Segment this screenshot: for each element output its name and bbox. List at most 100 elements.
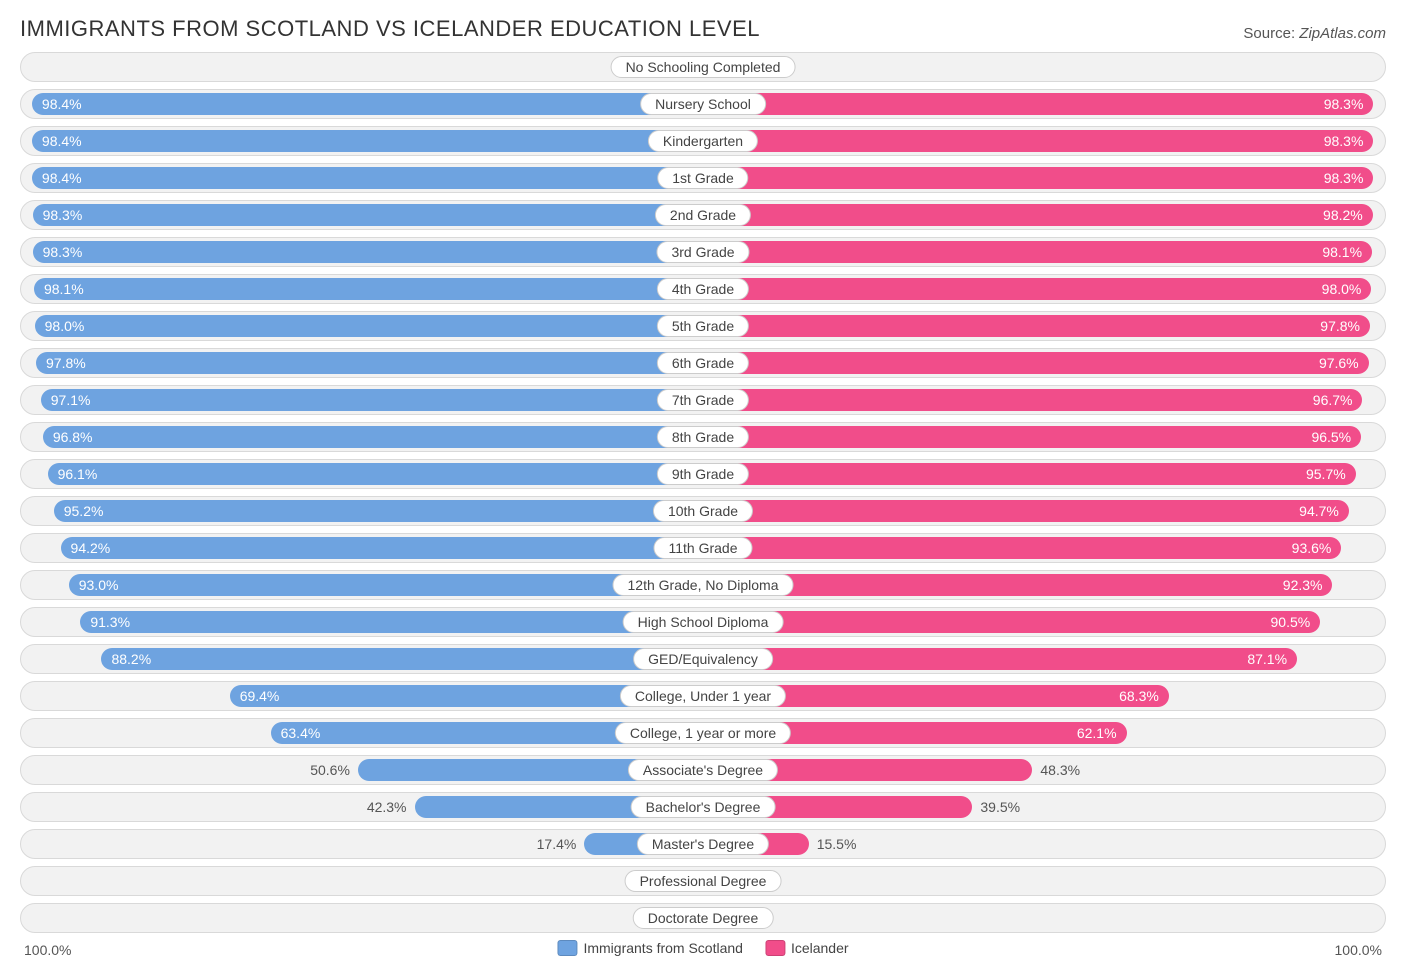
category-label: 8th Grade	[657, 426, 749, 448]
bar-right	[703, 93, 1373, 115]
bar-value-right: 15.5%	[817, 836, 857, 852]
bar-value-right: 95.7%	[1306, 466, 1346, 482]
bar-value-left: 96.1%	[58, 466, 98, 482]
bar-value-left: 17.4%	[537, 836, 577, 852]
bar-value-left: 98.4%	[42, 96, 82, 112]
category-label: 10th Grade	[653, 500, 753, 522]
bar-left	[33, 204, 703, 226]
chart-row: 97.8%97.6%6th Grade	[20, 348, 1386, 378]
bar-value-left: 95.2%	[64, 503, 104, 519]
chart-row: 1.6%1.7%No Schooling Completed	[20, 52, 1386, 82]
bar-value-left: 98.4%	[42, 170, 82, 186]
bar-right	[703, 130, 1373, 152]
bar-left	[34, 278, 703, 300]
legend-label-icelander: Icelander	[791, 940, 849, 956]
category-label: GED/Equivalency	[633, 648, 773, 670]
category-label: High School Diploma	[623, 611, 784, 633]
bar-value-left: 42.3%	[367, 799, 407, 815]
chart-row: 42.3%39.5%Bachelor's Degree	[20, 792, 1386, 822]
bar-value-right: 87.1%	[1247, 651, 1287, 667]
bar-value-right: 92.3%	[1283, 577, 1323, 593]
category-label: Kindergarten	[648, 130, 758, 152]
bar-value-left: 98.4%	[42, 133, 82, 149]
chart-row: 95.2% 94.7% 10th Grade	[20, 496, 1386, 526]
source-value: ZipAtlas.com	[1299, 25, 1386, 42]
bar-right	[703, 426, 1361, 448]
chart-row: 96.1%95.7%9th Grade	[20, 459, 1386, 489]
bar-value-left: 63.4%	[281, 725, 321, 741]
page-title: IMMIGRANTS FROM SCOTLAND VS ICELANDER ED…	[20, 16, 760, 42]
source-credit: Source: ZipAtlas.com	[1243, 25, 1386, 42]
chart-row: 93.0%92.3%12th Grade, No Diploma	[20, 570, 1386, 600]
bar-left	[69, 574, 703, 596]
bar-right	[703, 278, 1371, 300]
bar-right	[703, 315, 1370, 337]
bar-value-right: 97.6%	[1319, 355, 1359, 371]
category-label: 6th Grade	[657, 352, 749, 374]
bar-value-left: 93.0%	[79, 577, 119, 593]
chart-row: 97.1% 96.7% 7th Grade	[20, 385, 1386, 415]
chart-row: 88.2% 87.1% GED/Equivalency	[20, 644, 1386, 674]
category-label: 1st Grade	[657, 167, 748, 189]
legend-item-icelander: Icelander	[765, 940, 849, 956]
category-label: Professional Degree	[625, 870, 782, 892]
chart-row: 98.4%98.3%1st Grade	[20, 163, 1386, 193]
category-label: 4th Grade	[657, 278, 749, 300]
bar-value-left: 88.2%	[111, 651, 151, 667]
chart-row: 98.3% 98.1% 3rd Grade	[20, 237, 1386, 267]
chart-row: 98.3%98.2%2nd Grade	[20, 200, 1386, 230]
bar-left	[54, 500, 703, 522]
category-label: 11th Grade	[653, 537, 752, 559]
bar-value-right: 96.7%	[1313, 392, 1353, 408]
chart-row: 98.0% 97.8% 5th Grade	[20, 311, 1386, 341]
bar-right	[703, 648, 1297, 670]
bar-right	[703, 204, 1373, 226]
chart-row: 69.4%68.3%College, Under 1 year	[20, 681, 1386, 711]
bar-value-right: 94.7%	[1299, 503, 1339, 519]
bar-value-right: 48.3%	[1040, 762, 1080, 778]
bar-left	[80, 611, 703, 633]
chart-row: 98.4%98.3%Nursery School	[20, 89, 1386, 119]
bar-left	[33, 241, 703, 263]
axis-max-left: 100.0%	[24, 942, 71, 958]
bar-right	[703, 611, 1320, 633]
chart-row: 98.4% 98.3% Kindergarten	[20, 126, 1386, 156]
chart-footer: 100.0% Immigrants from Scotland Icelande…	[20, 940, 1386, 966]
chart-row: 63.4%62.1%College, 1 year or more	[20, 718, 1386, 748]
bar-value-right: 93.6%	[1292, 540, 1332, 556]
bar-value-left: 98.1%	[44, 281, 84, 297]
category-label: Associate's Degree	[628, 759, 778, 781]
bar-value-left: 96.8%	[53, 429, 93, 445]
bar-value-left: 98.0%	[45, 318, 85, 334]
bar-value-right: 97.8%	[1320, 318, 1360, 334]
category-label: Bachelor's Degree	[631, 796, 776, 818]
legend: Immigrants from Scotland Icelander	[557, 940, 848, 956]
bar-left	[101, 648, 703, 670]
bar-value-left: 69.4%	[240, 688, 280, 704]
category-label: 7th Grade	[657, 389, 749, 411]
bar-value-right: 96.5%	[1311, 429, 1351, 445]
chart-row: 2.2%2.1%Doctorate Degree	[20, 903, 1386, 933]
bar-left	[48, 463, 703, 485]
bar-value-right: 98.1%	[1322, 244, 1362, 260]
category-label: 3rd Grade	[656, 241, 749, 263]
bar-left	[32, 167, 703, 189]
category-label: 5th Grade	[657, 315, 749, 337]
bar-right	[703, 537, 1341, 559]
chart-row: 17.4%15.5%Master's Degree	[20, 829, 1386, 859]
chart-row: 94.2%93.6%11th Grade	[20, 533, 1386, 563]
education-diverging-bar-chart: 1.6%1.7%No Schooling Completed98.4%98.3%…	[20, 52, 1386, 933]
chart-row: 96.8% 96.5% 8th Grade	[20, 422, 1386, 452]
bar-left	[41, 389, 703, 411]
bar-value-left: 97.1%	[51, 392, 91, 408]
chart-row: 91.3%90.5%High School Diploma	[20, 607, 1386, 637]
legend-swatch-scotland	[557, 940, 577, 956]
bar-left	[32, 93, 703, 115]
bar-value-left: 91.3%	[90, 614, 130, 630]
bar-right	[703, 574, 1332, 596]
bar-value-right: 98.3%	[1324, 133, 1364, 149]
bar-left	[32, 130, 703, 152]
chart-row: 98.1%98.0%4th Grade	[20, 274, 1386, 304]
bar-left	[36, 352, 703, 374]
bar-value-left: 98.3%	[43, 244, 83, 260]
